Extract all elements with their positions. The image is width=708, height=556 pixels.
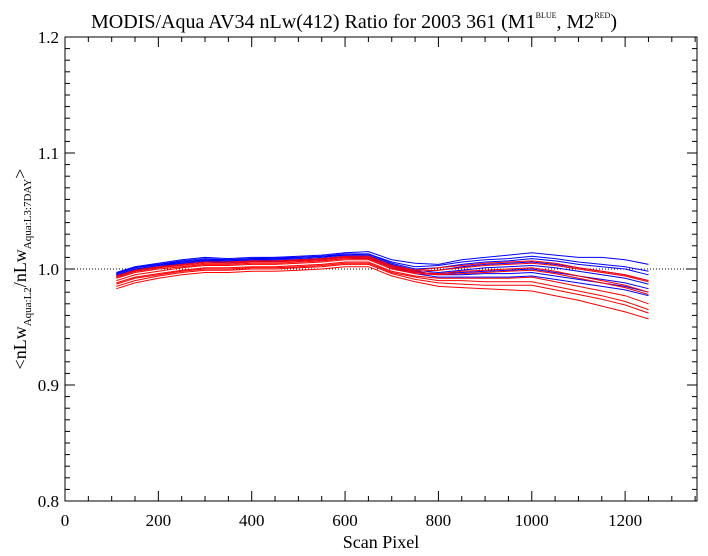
plot-area: 0 200 400 600 800 1000 1200 0.8 0.9 1.0 1.1 1.2	[38, 28, 698, 530]
x-tick-label: 600	[332, 511, 358, 530]
series-line-m2-10	[116, 259, 649, 295]
series-line-m1-1	[116, 251, 649, 275]
series-line-m2-15	[116, 258, 649, 293]
y-tick-label: 1.2	[38, 28, 59, 47]
x-tick-label: 200	[146, 511, 172, 530]
chart-title-main: MODIS/Aqua AV34 nLw(412) Ratio for 2003 …	[91, 11, 536, 33]
series-line-m2-13	[116, 266, 649, 320]
y-tick-label: 0.9	[38, 376, 59, 395]
y-axis-label-sub2: Aqua:L3:7DAY	[22, 179, 34, 250]
x-tick-label: 1000	[515, 511, 549, 530]
chart-title-sup-blue: BLUE	[536, 11, 557, 20]
x-tick-label: 0	[61, 511, 70, 530]
x-axis-label: Scan Pixel	[343, 532, 420, 552]
y-tick-label: 0.8	[38, 492, 59, 511]
chart-title-sup-red: RED	[594, 11, 610, 20]
series-line-m2-14	[116, 255, 649, 282]
y-tick-label: 1.1	[38, 144, 59, 163]
series-line-m1-6	[116, 255, 649, 293]
chart-title-end: )	[610, 11, 617, 33]
y-axis-label-group: <nLwAqua:L2/nLwAqua:L3:7DAY>	[10, 169, 34, 370]
x-tick-label: 800	[426, 511, 452, 530]
y-axis-label-c: >	[10, 169, 30, 179]
y-axis-label-b: /nLw	[10, 249, 30, 287]
chart-title-mid: , M2	[557, 11, 595, 33]
x-tick-label: 1200	[608, 511, 642, 530]
y-axis-label-a: <nLw	[10, 326, 30, 369]
series-line-m1-4	[116, 254, 649, 285]
x-tick-label: 400	[239, 511, 265, 530]
y-axis-label: <nLwAqua:L2/nLwAqua:L3:7DAY>	[10, 169, 34, 370]
series-line-m2-9	[116, 256, 649, 283]
y-axis-label-sub1: Aqua:L2	[22, 287, 34, 326]
series-line-m1-7	[116, 253, 649, 273]
series-line-m2-12	[116, 263, 649, 314]
series-line-m2-16	[116, 262, 649, 311]
series-line-m2-11	[116, 261, 649, 305]
y-tick-label: 1.0	[38, 260, 59, 279]
chart-title: MODIS/Aqua AV34 nLw(412) Ratio for 2003 …	[91, 11, 617, 33]
